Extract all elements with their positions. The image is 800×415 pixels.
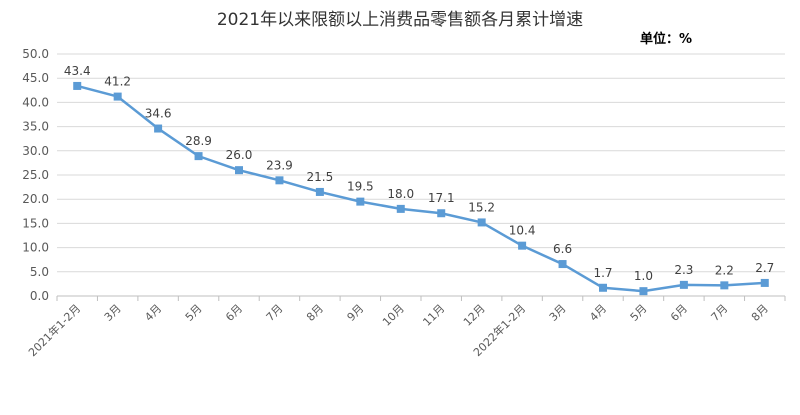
x-tick-label: 5月 xyxy=(183,302,205,324)
x-tick-label: 4月 xyxy=(142,302,164,324)
y-tick-label: 5.0 xyxy=(30,265,49,279)
data-label: 10.4 xyxy=(509,224,536,238)
data-label: 34.6 xyxy=(145,107,172,121)
x-tick-label: 8月 xyxy=(749,302,771,324)
x-tick-label: 3月 xyxy=(547,302,569,324)
data-point xyxy=(437,209,446,218)
x-tick-label: 7月 xyxy=(264,302,286,324)
data-label: 21.5 xyxy=(307,170,334,184)
x-tick-label: 6月 xyxy=(668,302,690,324)
x-tick-label: 9月 xyxy=(345,302,367,324)
y-tick-label: 40.0 xyxy=(22,95,49,109)
x-tick-label: 11月 xyxy=(420,302,447,329)
data-label: 2.7 xyxy=(755,261,774,275)
data-point xyxy=(760,278,769,287)
data-label: 41.2 xyxy=(104,75,131,89)
data-label: 43.4 xyxy=(64,64,91,78)
data-point xyxy=(315,187,324,196)
x-tick-labels: 2021年1-2月 3月 4月 5月 6月 7月 8月 9月 10月 11月 12月2022年1-2… xyxy=(25,301,771,359)
data-label: 15.2 xyxy=(468,200,495,214)
y-tick-label: 50.0 xyxy=(22,47,49,61)
unit-label: 单位：% xyxy=(640,31,692,47)
series xyxy=(73,81,769,296)
data-point xyxy=(599,283,607,292)
data-point xyxy=(720,281,729,290)
data-point xyxy=(518,241,527,250)
data-label: 19.5 xyxy=(347,180,374,194)
data-label: 1.7 xyxy=(593,266,612,280)
x-tick-label: 4月 xyxy=(587,302,609,324)
y-tick-label: 10.0 xyxy=(22,241,49,255)
x-tick-label: 6月 xyxy=(223,302,245,324)
x-tick-label: 8月 xyxy=(304,302,326,324)
data-point xyxy=(194,152,203,161)
axes xyxy=(56,295,786,301)
data-label: 1.0 xyxy=(634,269,653,283)
data-label: 28.9 xyxy=(185,134,212,148)
data-point xyxy=(356,197,365,206)
data-label: 18.0 xyxy=(387,187,414,201)
data-label: 17.1 xyxy=(428,191,455,205)
data-label: 23.9 xyxy=(266,158,293,172)
data-point xyxy=(275,176,284,185)
data-label: 2.2 xyxy=(715,263,734,277)
gridlines xyxy=(57,53,785,273)
y-tick-label: 20.0 xyxy=(22,192,49,206)
data-label: 6.6 xyxy=(553,242,572,256)
data-point xyxy=(396,204,405,213)
y-tick-label: 35.0 xyxy=(22,120,49,134)
data-point xyxy=(235,166,243,175)
x-tick-label: 7月 xyxy=(709,302,731,324)
y-tick-label: 15.0 xyxy=(22,216,49,230)
y-tick-labels: 0.0 5.0 10.0 15.0 20.0 25.0 30.0 35.0 40.0 45.0 50… xyxy=(22,47,49,303)
y-tick-label: 45.0 xyxy=(22,71,49,85)
data-point xyxy=(679,280,688,289)
data-point xyxy=(154,124,163,133)
chart-title: 2021年以来限额以上消费品零售额各月累计增速 xyxy=(217,10,583,30)
series-line xyxy=(76,84,765,293)
y-tick-label: 25.0 xyxy=(22,168,49,182)
data-point xyxy=(113,92,122,101)
data-point xyxy=(73,81,82,90)
x-tick-label: 10月 xyxy=(380,302,407,329)
data-label: 2.3 xyxy=(674,263,693,277)
y-tick-label: 30.0 xyxy=(22,144,49,158)
data-label: 26.0 xyxy=(226,148,253,162)
x-tick-label: 2021年1-2月 xyxy=(25,301,83,359)
data-point xyxy=(558,260,567,269)
data-point xyxy=(639,287,648,296)
x-tick-label: 3月 xyxy=(102,302,124,324)
data-labels: 43.4 41.2 34.6 28.9 26.0 23.9 21.5 19.5 18.0 17.1… xyxy=(64,64,774,283)
y-tick-label: 0.0 xyxy=(30,289,49,303)
x-tick-label: 5月 xyxy=(628,302,650,324)
data-point xyxy=(477,218,486,227)
x-tick-label: 12月 xyxy=(461,302,488,329)
